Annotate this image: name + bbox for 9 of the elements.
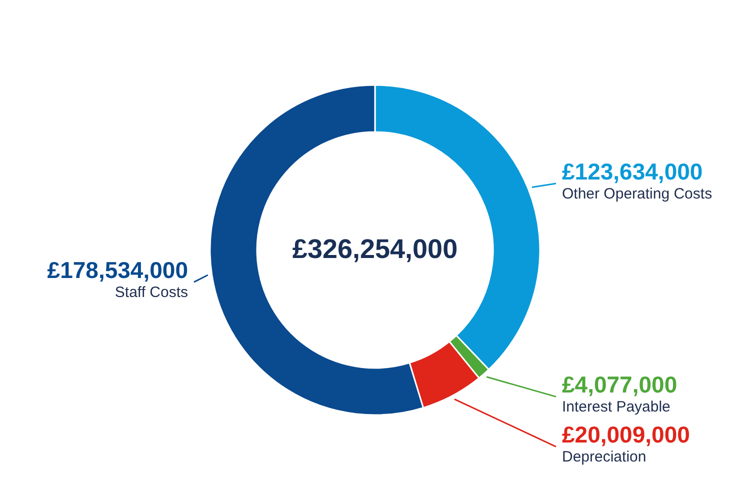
data-label: £4,077,000	[562, 372, 678, 398]
data-label: £123,634,000	[562, 158, 703, 184]
text: £326,254,000	[292, 234, 458, 264]
data-label: £178,534,000	[47, 257, 188, 284]
data-label: £20,009,000	[562, 422, 690, 448]
slice-label: Staff Costs	[114, 284, 188, 302]
slice-label: Depreciation	[562, 448, 646, 466]
slice-label: Other Operating Costs	[562, 185, 712, 202]
slice-label: Interest Payable	[562, 398, 670, 416]
